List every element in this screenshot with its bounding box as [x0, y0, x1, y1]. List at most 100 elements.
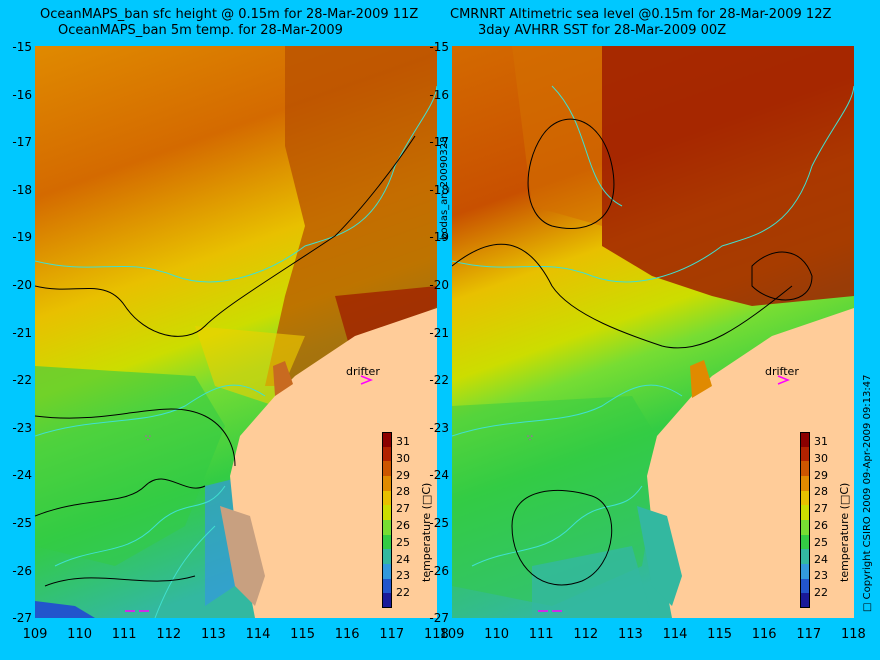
colorbar-title: temperature (□C)	[420, 482, 433, 582]
y-tick-label: -18	[429, 182, 449, 197]
y-tick-label: -17	[12, 135, 32, 150]
x-tick-label: 115	[290, 627, 315, 642]
colorbar-label: 27	[814, 502, 828, 516]
y-tick-label: -27	[429, 611, 449, 626]
y-tick-label: -25	[12, 516, 32, 530]
colorbar-label: 26	[814, 519, 828, 532]
colorbar-segment	[382, 476, 392, 492]
x-tick-label: 118	[840, 627, 866, 642]
colorbar-label: 24	[814, 552, 828, 566]
x-tick-label: 118	[423, 627, 449, 642]
colorbar-frame	[382, 432, 392, 608]
colorbar-segment	[382, 446, 392, 462]
y-tick-label: -22	[429, 373, 449, 388]
y-tick-label: -23	[429, 420, 449, 435]
y-tick-label: -16	[429, 87, 449, 102]
colorbar-label: 31	[814, 435, 828, 448]
colorbar-segment	[800, 578, 810, 594]
y-tick-label: -20	[429, 278, 449, 292]
left-title-line2: OceanMAPS_ban 5m temp. for 28-Mar-2009	[58, 23, 343, 38]
colorbar-segment	[800, 534, 810, 550]
y-tick-label: -15	[12, 40, 32, 54]
right-map-panel: ∵	[452, 46, 854, 618]
right-title-line2: 3day AVHRR SST for 28-Mar-2009 00Z	[478, 23, 727, 38]
colorbar-segment	[382, 505, 392, 521]
colorbar-segment	[382, 534, 392, 550]
right-drifter-label: drifter	[765, 365, 799, 378]
colorbar-label: 23	[396, 569, 410, 583]
colorbar-label: 26	[396, 519, 410, 532]
colorbar-segment	[800, 490, 810, 506]
colorbar-label: 23	[814, 569, 828, 583]
x-tick-label: 116	[751, 627, 777, 642]
copyright-text: □ Copyright CSIRO 2009 09-Apr-2009 09:13…	[862, 374, 873, 613]
y-tick-label: -26	[12, 563, 32, 578]
y-tick-label: -18	[12, 182, 32, 197]
x-tick-label: 117	[379, 627, 405, 642]
right-title-line1: CMRNRT Altimetric sea level @0.15m for 2…	[450, 7, 832, 22]
colorbar-label: 30	[396, 451, 410, 465]
x-tick-label: 110	[484, 627, 509, 642]
colorbar-segment	[382, 520, 392, 536]
x-tick-label: 116	[334, 627, 360, 642]
colorbar-segment	[382, 578, 392, 594]
x-tick-label: 114	[245, 627, 271, 642]
y-tick-label: -25	[429, 516, 449, 530]
x-tick-label: 113	[200, 627, 226, 642]
colorbar-label: 25	[814, 535, 828, 549]
x-tick-label: 112	[573, 627, 599, 642]
colorbar-label: 29	[814, 468, 828, 482]
colorbar-segment	[800, 549, 810, 565]
colorbar-title: temperature (□C)	[838, 482, 851, 582]
colorbar-label: 29	[396, 468, 410, 482]
y-tick-label: -22	[12, 373, 32, 388]
colorbar-segment	[800, 593, 810, 609]
y-tick-label: -20	[12, 278, 32, 292]
x-tick-label: 110	[67, 627, 92, 642]
left-map-panel: ∵	[35, 46, 437, 618]
colorbar-label: 24	[396, 552, 410, 566]
colorbar-segment	[800, 446, 810, 462]
colorbar-segment	[382, 593, 392, 609]
colorbar-segment	[800, 520, 810, 536]
y-tick-label: -19	[12, 230, 32, 245]
x-tick-label: 112	[156, 627, 182, 642]
x-tick-label: 109	[22, 627, 48, 642]
y-tick-label: -26	[429, 563, 449, 578]
colorbar-label: 25	[396, 535, 410, 549]
svg-text:∵: ∵	[145, 434, 151, 444]
y-tick-label: -24	[12, 468, 32, 483]
colorbar-segment	[382, 490, 392, 506]
colorbar-segment	[382, 432, 392, 448]
colorbar-label: 22	[814, 586, 828, 600]
y-tick-label: -23	[12, 420, 32, 435]
colorbar-label: 28	[396, 485, 410, 499]
y-tick-label: -21	[12, 325, 32, 340]
x-tick-label: 113	[617, 627, 643, 642]
y-tick-label: -16	[12, 87, 32, 102]
colorbar-segment	[800, 476, 810, 492]
colorbar-label: 30	[814, 451, 828, 465]
colorbar-label: 27	[396, 502, 410, 516]
y-tick-label: -27	[12, 611, 32, 626]
left-drifter-label: drifter	[346, 365, 380, 378]
y-tick-label: -21	[429, 325, 449, 340]
x-tick-label: 109	[439, 627, 465, 642]
x-tick-label: 111	[111, 627, 137, 642]
y-tick-label: -17	[429, 135, 449, 150]
x-tick-label: 117	[796, 627, 822, 642]
colorbar-frame	[800, 432, 810, 608]
x-tick-label: 114	[662, 627, 688, 642]
colorbar-segment	[800, 461, 810, 477]
colorbar-segment	[382, 564, 392, 580]
colorbar-label: 31	[396, 435, 410, 448]
x-tick-label: 111	[528, 627, 554, 642]
colorbar-segment	[382, 549, 392, 565]
y-tick-label: -15	[429, 40, 449, 54]
run-id-text: bodas_an_20090328	[439, 136, 450, 240]
colorbar-label: 22	[396, 586, 410, 600]
svg-text:∵: ∵	[527, 434, 533, 444]
colorbar-label: 28	[814, 485, 828, 499]
colorbar-segment	[800, 505, 810, 521]
colorbar-segment	[382, 461, 392, 477]
